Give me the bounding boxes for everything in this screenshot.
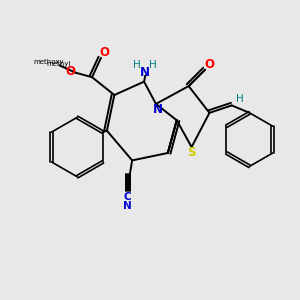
Text: S: S (188, 146, 196, 160)
Text: O: O (100, 46, 110, 59)
Text: methoxy: methoxy (34, 59, 64, 65)
Text: O: O (204, 58, 214, 71)
Text: N: N (123, 201, 132, 211)
Text: O: O (65, 65, 75, 78)
Text: N: N (140, 66, 150, 79)
Text: H: H (236, 94, 244, 104)
Text: H: H (149, 60, 157, 70)
Text: N: N (152, 103, 162, 116)
Text: methyl: methyl (46, 61, 71, 67)
Text: C: C (124, 192, 131, 202)
Text: H: H (133, 60, 140, 70)
